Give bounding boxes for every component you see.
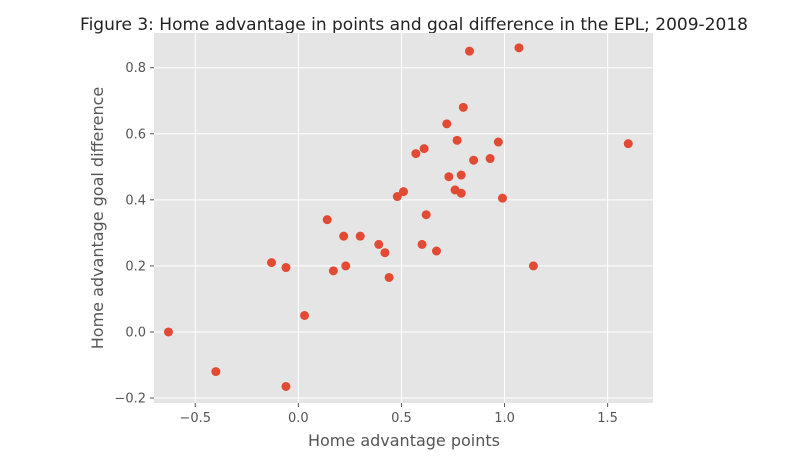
data-points [163, 43, 633, 391]
y-tick-label: −0.2 [114, 392, 146, 407]
data-point [211, 367, 221, 377]
data-point [392, 192, 402, 202]
x-tick-label: 1.0 [494, 411, 515, 426]
y-tick-label: 0.2 [125, 259, 146, 274]
data-point [456, 170, 466, 180]
data-point [464, 46, 474, 56]
data-point [374, 239, 384, 249]
x-tick-label: 0.5 [391, 411, 412, 426]
data-point [384, 272, 394, 282]
data-point [456, 188, 466, 198]
data-point [431, 246, 441, 256]
y-tick-label: 0.6 [125, 127, 146, 142]
data-point [419, 144, 429, 154]
data-point [380, 248, 390, 258]
data-point [444, 172, 454, 182]
data-point [623, 139, 633, 149]
chart-title: Figure 3: Home advantage in points and g… [80, 15, 748, 35]
data-point [493, 137, 503, 147]
data-point [328, 266, 338, 276]
data-point [163, 327, 173, 337]
data-point [322, 215, 332, 225]
grid-lines [154, 33, 653, 403]
data-point [281, 381, 291, 391]
plot-area [154, 33, 653, 403]
data-point [514, 43, 524, 53]
y-tick-label: 0.0 [125, 325, 146, 340]
data-point [528, 261, 538, 271]
data-point [341, 261, 351, 271]
y-axis-label: Home advantage goal difference [88, 87, 107, 349]
data-point [421, 210, 431, 220]
data-point [497, 193, 507, 203]
y-axis-ticks: −0.2 0.0 0.2 0.4 0.6 0.8 [114, 61, 154, 407]
x-axis-ticks: −0.5 0.0 0.5 1.0 1.5 [179, 403, 618, 426]
data-point [485, 154, 495, 164]
data-point [267, 258, 277, 268]
x-tick-label: 1.5 [597, 411, 618, 426]
data-point [281, 263, 291, 273]
data-point [411, 149, 421, 159]
data-point [355, 231, 365, 241]
x-axis-label: Home advantage points [308, 431, 500, 450]
x-tick-label: −0.5 [179, 411, 211, 426]
data-point [442, 119, 452, 129]
data-point [458, 102, 468, 112]
data-point [452, 135, 462, 145]
x-tick-label: 0.0 [288, 411, 309, 426]
data-point [469, 155, 479, 165]
data-point [339, 231, 349, 241]
data-point [399, 187, 408, 197]
y-tick-label: 0.8 [125, 61, 146, 76]
y-tick-label: 0.4 [125, 193, 146, 208]
data-point [417, 239, 427, 249]
data-point [300, 310, 310, 320]
